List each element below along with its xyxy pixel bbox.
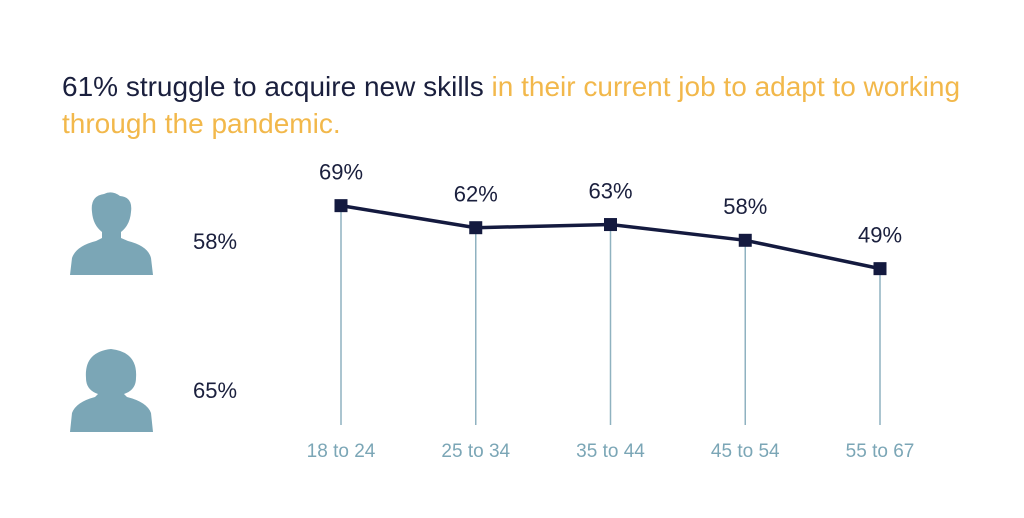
female-icon bbox=[70, 349, 153, 432]
value-label: 58% bbox=[723, 194, 767, 219]
female-stat: 65% bbox=[193, 378, 237, 403]
x-tick-label: 45 to 54 bbox=[711, 441, 780, 462]
x-tick-label: 55 to 67 bbox=[846, 441, 915, 462]
value-label: 63% bbox=[588, 178, 632, 203]
marker bbox=[873, 262, 887, 276]
headline: 61% struggle to acquire new skills in th… bbox=[62, 68, 962, 142]
marker bbox=[469, 221, 483, 235]
value-label: 69% bbox=[319, 159, 363, 184]
headline-lead: 61% struggle to acquire new skills bbox=[62, 71, 484, 102]
value-label: 62% bbox=[454, 182, 498, 207]
marker bbox=[738, 233, 752, 247]
headline-rest: in their current job to adapt to working… bbox=[62, 71, 961, 139]
x-tick-label: 25 to 34 bbox=[441, 441, 510, 462]
x-tick-label: 18 to 24 bbox=[307, 441, 376, 462]
marker bbox=[334, 199, 348, 213]
male-icon bbox=[70, 192, 153, 275]
male-stat: 58% bbox=[193, 229, 237, 254]
marker bbox=[604, 218, 617, 232]
value-label: 49% bbox=[858, 222, 902, 247]
x-tick-label: 35 to 44 bbox=[576, 441, 645, 462]
